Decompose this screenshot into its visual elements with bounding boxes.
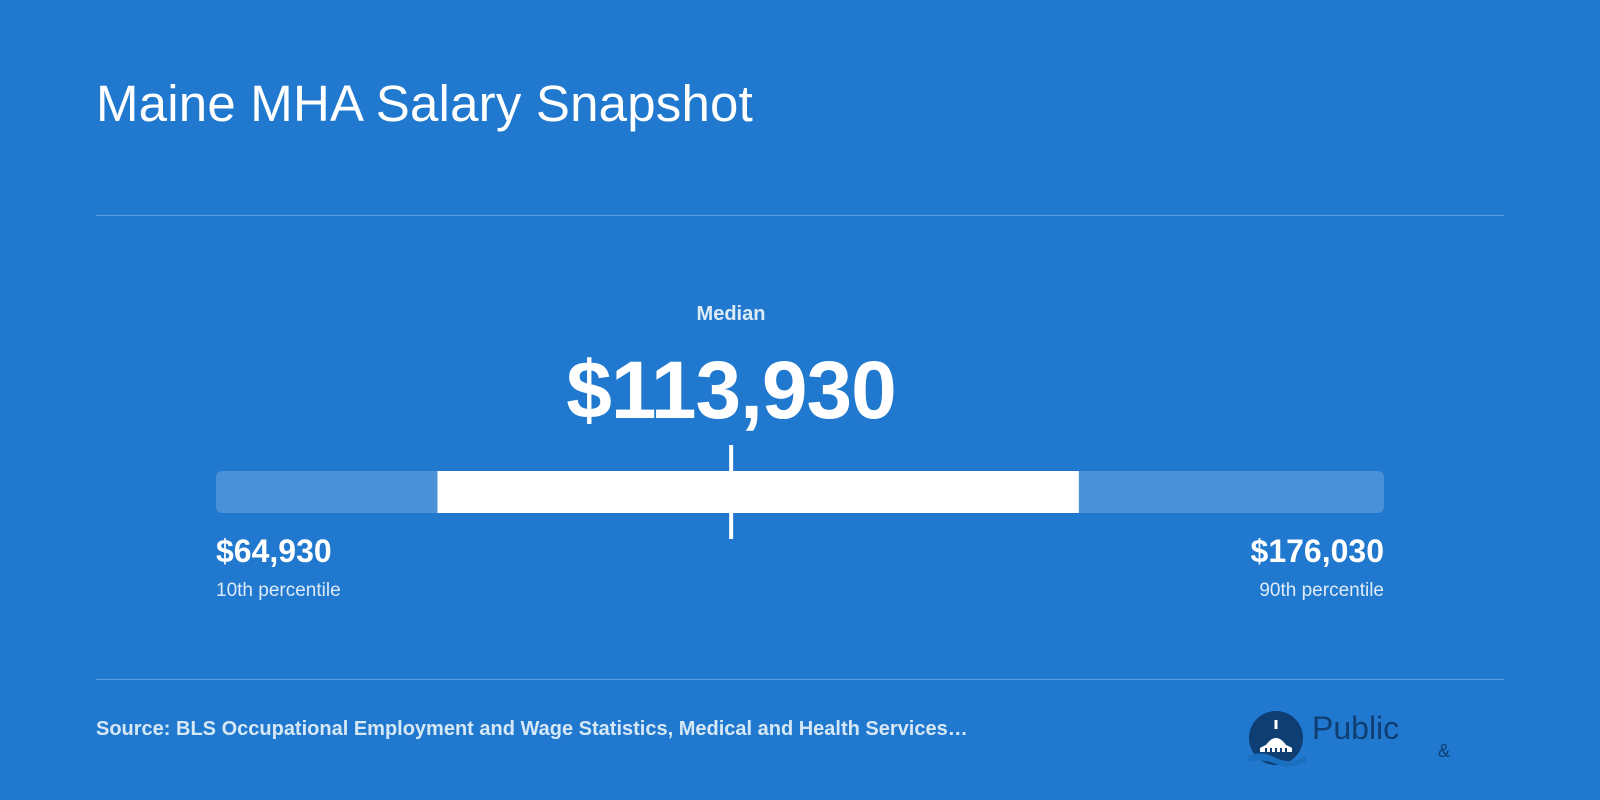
site-logo[interactable]: Public &: [1246, 708, 1506, 770]
salary-range-track: [216, 471, 1384, 513]
median-label: Median: [696, 303, 766, 325]
top-divider: [96, 215, 1504, 216]
capitol-dome-icon: [1248, 711, 1306, 767]
page-title: Maine MHA Salary Snapshot: [96, 75, 753, 132]
high-percentile-caption: 90th percentile: [1259, 580, 1384, 601]
bottom-divider: [96, 679, 1504, 680]
logo-ampersand: &: [1438, 741, 1451, 761]
source-note: Source: BLS Occupational Employment and …: [96, 718, 968, 740]
logo-wordmark: Public: [1312, 710, 1400, 746]
high-percentile-value: $176,030: [1250, 533, 1384, 569]
median-value: $113,930: [566, 345, 897, 436]
low-percentile-value: $64,930: [216, 533, 332, 569]
median-marker: [729, 445, 734, 539]
low-percentile-caption: 10th percentile: [216, 580, 341, 601]
interquartile-range-bar: [437, 471, 1079, 513]
